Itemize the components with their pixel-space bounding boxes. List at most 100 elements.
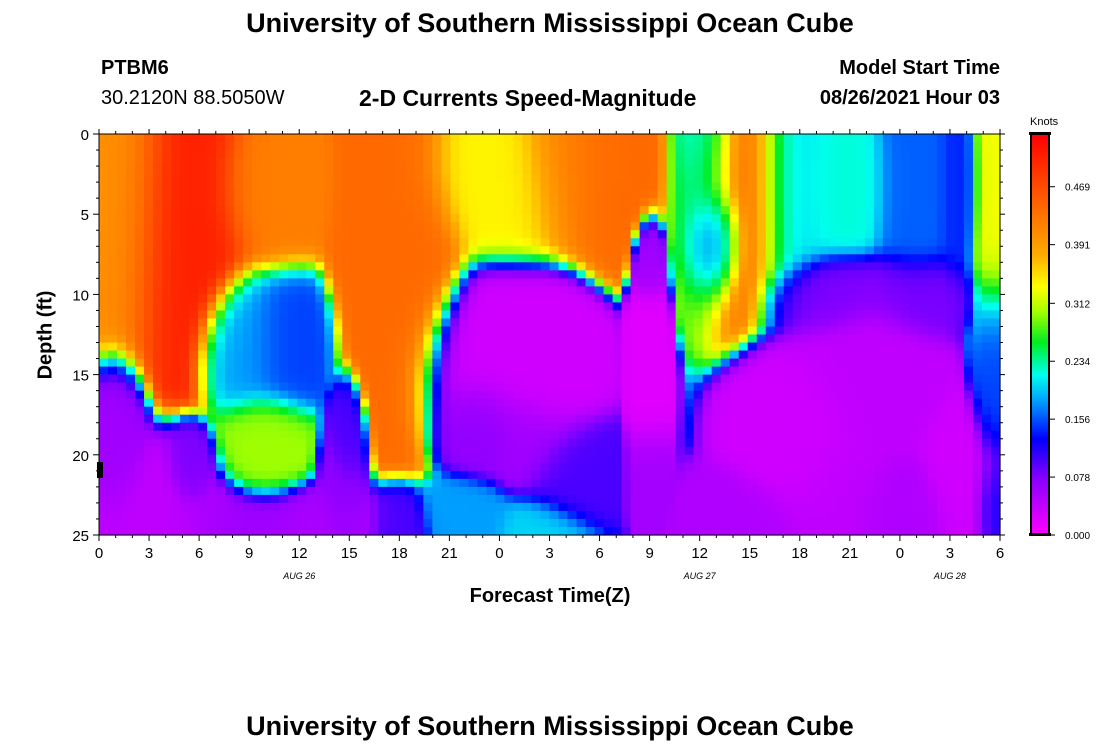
heatmap-cell: [747, 510, 758, 520]
heatmap-cell: [576, 366, 587, 376]
heatmap-cell: [792, 206, 803, 215]
heatmap-cell: [396, 206, 406, 215]
heatmap-cell: [855, 358, 866, 368]
heatmap-cell: [693, 390, 704, 400]
heatmap-cell: [387, 254, 397, 263]
heatmap-cell: [153, 254, 163, 263]
heatmap-cell: [765, 134, 776, 143]
heatmap-cell: [549, 462, 560, 472]
heatmap-cell: [423, 358, 433, 368]
heatmap-cell: [621, 254, 632, 263]
heatmap-cell: [432, 430, 442, 440]
heatmap-cell: [981, 142, 992, 151]
heatmap-cell: [450, 478, 460, 488]
heatmap-cell: [270, 238, 280, 247]
heatmap-cell: [747, 382, 758, 392]
heatmap-cell: [945, 382, 956, 392]
heatmap-cell: [315, 494, 325, 504]
heatmap-cell: [567, 390, 578, 400]
heatmap-cell: [882, 134, 893, 143]
heatmap-cell: [378, 366, 388, 376]
heatmap-cell: [324, 150, 334, 159]
heatmap-cell: [765, 398, 776, 408]
heatmap-cell: [153, 182, 163, 191]
heatmap-cell: [891, 326, 902, 336]
heatmap-cell: [927, 238, 938, 247]
heatmap-cell: [585, 166, 596, 175]
heatmap-cell: [882, 270, 893, 279]
heatmap-cell: [324, 334, 334, 344]
heatmap-cell: [774, 326, 785, 336]
heatmap-cell: [567, 246, 578, 255]
heatmap-cell: [900, 150, 911, 159]
heatmap-cell: [306, 398, 316, 408]
heatmap-cell: [459, 470, 470, 480]
heatmap-cell: [711, 446, 722, 456]
heatmap-cell: [684, 486, 695, 496]
heatmap-cell: [963, 326, 974, 336]
heatmap-cell: [801, 430, 812, 440]
heatmap-cell: [234, 198, 244, 207]
heatmap-cell: [513, 470, 524, 480]
heatmap-cell: [864, 358, 875, 368]
heatmap-cell: [882, 238, 893, 247]
heatmap-cell: [927, 446, 938, 456]
heatmap-cell: [891, 174, 902, 183]
heatmap-cell: [387, 174, 397, 183]
heatmap-cell: [837, 222, 848, 231]
heatmap-cell: [423, 166, 433, 175]
heatmap-cell: [171, 254, 181, 263]
heatmap-cell: [891, 334, 902, 344]
heatmap-cell: [855, 238, 866, 247]
heatmap-cell: [927, 134, 938, 143]
heatmap-cell: [945, 182, 956, 191]
heatmap-cell: [900, 262, 911, 271]
heatmap-cell: [432, 414, 442, 424]
heatmap-cell: [684, 470, 695, 480]
heatmap-cell: [306, 310, 316, 320]
heatmap-cell: [216, 254, 226, 263]
heatmap-cell: [810, 422, 821, 432]
heatmap-cell: [387, 422, 397, 432]
heatmap-cell: [972, 206, 983, 215]
heatmap-cell: [441, 406, 451, 416]
heatmap-cell: [810, 230, 821, 239]
heatmap-cell: [531, 486, 542, 496]
heatmap-cell: [666, 398, 677, 408]
heatmap-cell: [153, 270, 163, 279]
heatmap-cell: [171, 390, 181, 400]
heatmap-cell: [360, 430, 370, 440]
heatmap-cell: [756, 494, 767, 504]
heatmap-cell: [648, 262, 659, 271]
heatmap-cell: [378, 206, 388, 215]
heatmap-cell: [567, 486, 578, 496]
heatmap-cell: [936, 166, 947, 175]
heatmap-cell: [180, 198, 190, 207]
heatmap-cell: [639, 278, 650, 287]
heatmap-cell: [873, 254, 884, 263]
heatmap-cell: [387, 350, 397, 360]
heatmap-cell: [243, 414, 253, 424]
heatmap-cell: [783, 438, 794, 448]
heatmap-cell: [189, 230, 199, 239]
heatmap-cell: [549, 230, 560, 239]
heatmap-cell: [315, 526, 325, 536]
heatmap-cell: [873, 158, 884, 167]
heatmap-cell: [198, 286, 208, 295]
heatmap-cell: [126, 390, 136, 400]
heatmap-cell: [99, 398, 109, 408]
heatmap-cell: [135, 414, 145, 424]
heatmap-cell: [144, 238, 154, 247]
heatmap-cell: [387, 206, 397, 215]
heatmap-cell: [522, 342, 533, 352]
heatmap-cell: [963, 342, 974, 352]
heatmap-cell: [684, 430, 695, 440]
heatmap-cell: [342, 182, 352, 191]
heatmap-cell: [135, 470, 145, 480]
heatmap-cell: [963, 422, 974, 432]
heatmap-cell: [540, 374, 551, 384]
heatmap-cell: [450, 222, 460, 231]
heatmap-cell: [342, 414, 352, 424]
heatmap-cell: [279, 134, 289, 143]
heatmap-cell: [936, 174, 947, 183]
